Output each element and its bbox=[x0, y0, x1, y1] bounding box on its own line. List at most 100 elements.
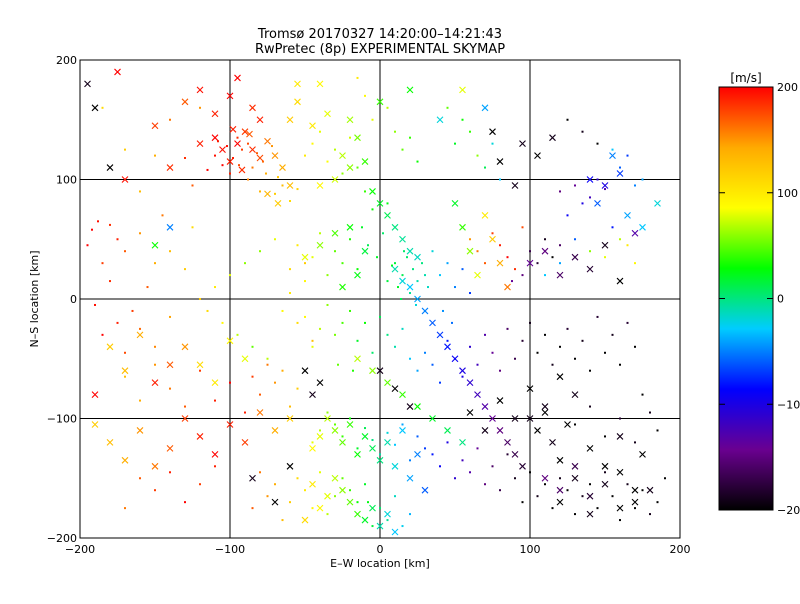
data-point-dot bbox=[214, 286, 216, 289]
data-point-dot bbox=[461, 118, 464, 121]
data-point-dot bbox=[424, 274, 426, 277]
data-point-dot bbox=[446, 262, 449, 265]
data-point-dot bbox=[559, 477, 561, 480]
data-point-cross bbox=[84, 80, 91, 88]
data-point-dot bbox=[371, 439, 374, 442]
data-point-cross bbox=[376, 522, 384, 530]
data-point-dot bbox=[221, 321, 224, 324]
data-point-dot bbox=[581, 202, 584, 205]
data-point-dot bbox=[304, 315, 306, 318]
plot-grid bbox=[80, 60, 680, 538]
data-point-cross bbox=[331, 474, 339, 482]
data-point-cross bbox=[406, 403, 414, 410]
data-point-dot bbox=[334, 333, 336, 336]
data-point-cross bbox=[414, 403, 421, 410]
data-point-dot bbox=[334, 148, 336, 151]
data-point-dot bbox=[296, 387, 299, 390]
data-point-dot bbox=[416, 160, 419, 163]
data-point-dot bbox=[289, 200, 291, 203]
data-point-dot bbox=[311, 142, 314, 145]
colorbar-gradient bbox=[718, 86, 774, 511]
data-point-dot bbox=[154, 363, 156, 366]
data-point-dot bbox=[364, 483, 366, 486]
data-point-dot bbox=[634, 345, 636, 348]
data-point-cross bbox=[256, 116, 264, 124]
data-point-dot bbox=[251, 166, 254, 169]
data-point-cross bbox=[556, 271, 564, 279]
data-point-dot bbox=[401, 148, 404, 151]
data-point-dot bbox=[446, 339, 449, 342]
data-point-dot bbox=[352, 369, 354, 372]
data-point-dot bbox=[424, 447, 426, 450]
data-point-dot bbox=[386, 431, 389, 434]
data-point-cross bbox=[474, 271, 481, 279]
data-point-cross bbox=[354, 355, 361, 363]
data-point-dot bbox=[451, 321, 453, 324]
data-point-cross bbox=[496, 427, 504, 434]
data-point-cross bbox=[316, 182, 324, 189]
data-point-dot bbox=[139, 477, 141, 480]
data-point-cross bbox=[549, 134, 556, 142]
data-point-cross bbox=[481, 427, 489, 434]
data-point-cross bbox=[226, 158, 234, 165]
data-points bbox=[84, 68, 666, 536]
data-point-dot bbox=[199, 106, 201, 109]
data-point-dot bbox=[244, 411, 246, 414]
data-point-dot bbox=[376, 256, 378, 259]
data-point-cross bbox=[436, 116, 444, 124]
data-point-dot bbox=[394, 443, 396, 446]
data-point-cross bbox=[571, 391, 579, 398]
data-point-dot bbox=[641, 178, 644, 181]
data-point-cross bbox=[249, 474, 256, 482]
data-point-dot bbox=[604, 188, 606, 191]
data-point-cross bbox=[226, 421, 234, 428]
data-point-cross bbox=[616, 468, 624, 476]
x-tick-label: 100 bbox=[520, 543, 541, 556]
data-point-dot bbox=[596, 178, 599, 181]
data-point-dot bbox=[506, 327, 509, 330]
data-point-dot bbox=[146, 286, 149, 289]
data-point-cross bbox=[331, 229, 339, 237]
data-point-dot bbox=[97, 220, 99, 223]
data-point-dot bbox=[416, 280, 419, 283]
data-point-dot bbox=[184, 156, 186, 159]
data-point-cross bbox=[249, 104, 256, 112]
data-point-dot bbox=[416, 435, 419, 438]
data-point-cross bbox=[264, 190, 271, 198]
data-point-dot bbox=[476, 250, 479, 253]
data-point-dot bbox=[274, 381, 276, 384]
data-point-dot bbox=[521, 226, 524, 229]
data-point-cross bbox=[151, 379, 159, 387]
data-point-dot bbox=[247, 178, 249, 181]
data-point-dot bbox=[544, 274, 546, 277]
data-point-dot bbox=[349, 136, 351, 139]
data-point-dot bbox=[319, 232, 321, 235]
data-point-cross bbox=[541, 409, 549, 416]
data-point-cross bbox=[294, 80, 301, 88]
data-point-dot bbox=[154, 154, 156, 157]
data-point-dot bbox=[521, 339, 524, 342]
data-point-cross bbox=[631, 498, 639, 506]
data-point-cross bbox=[459, 439, 466, 446]
data-point-dot bbox=[124, 507, 126, 510]
data-point-dot bbox=[394, 262, 396, 265]
data-point-cross bbox=[346, 116, 354, 124]
data-point-dot bbox=[421, 262, 423, 265]
data-point-dot bbox=[521, 501, 524, 504]
data-point-cross bbox=[519, 140, 526, 148]
data-point-cross bbox=[556, 456, 564, 464]
data-point-dot bbox=[634, 184, 636, 187]
data-point-cross bbox=[451, 200, 459, 207]
data-point-cross bbox=[496, 158, 504, 165]
data-point-cross bbox=[271, 427, 279, 434]
data-point-cross bbox=[274, 200, 282, 207]
data-point-dot bbox=[236, 136, 239, 139]
data-point-cross bbox=[399, 277, 406, 285]
data-point-dot bbox=[431, 250, 434, 253]
data-point-dot bbox=[469, 471, 471, 474]
data-point-dot bbox=[169, 250, 171, 253]
data-point-dot bbox=[416, 369, 419, 372]
data-point-dot bbox=[566, 214, 569, 217]
data-point-dot bbox=[326, 513, 329, 516]
